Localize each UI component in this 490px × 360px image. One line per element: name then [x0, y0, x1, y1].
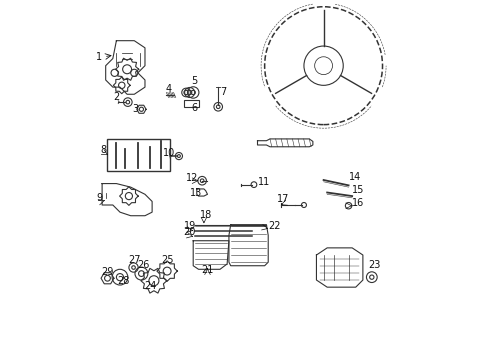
- Text: 1: 1: [96, 52, 101, 62]
- Text: 5: 5: [192, 76, 197, 86]
- Bar: [107, 139, 170, 171]
- Text: 21: 21: [201, 265, 214, 275]
- Text: 29: 29: [101, 267, 114, 277]
- Text: 7: 7: [220, 87, 226, 97]
- Bar: [184, 100, 198, 107]
- Text: 24: 24: [144, 281, 156, 291]
- Text: 15: 15: [352, 185, 365, 195]
- Text: 18: 18: [200, 210, 213, 220]
- Text: 19: 19: [184, 221, 196, 231]
- Text: 13: 13: [190, 188, 202, 198]
- Text: 6: 6: [192, 103, 197, 113]
- Text: 25: 25: [161, 255, 173, 265]
- Text: 14: 14: [348, 172, 361, 182]
- Text: 22: 22: [268, 221, 281, 231]
- Text: 28: 28: [118, 276, 130, 285]
- Text: 16: 16: [352, 198, 365, 208]
- Text: 12: 12: [186, 173, 198, 183]
- Text: 4: 4: [165, 85, 172, 94]
- Text: 8: 8: [100, 145, 106, 155]
- Text: 9: 9: [97, 193, 103, 203]
- Text: 11: 11: [258, 177, 270, 186]
- Text: 26: 26: [137, 260, 149, 270]
- Text: 20: 20: [184, 228, 196, 237]
- Text: 3: 3: [132, 104, 139, 114]
- Text: 17: 17: [277, 194, 290, 204]
- Text: 23: 23: [368, 260, 381, 270]
- Text: 10: 10: [163, 148, 175, 158]
- Text: 27: 27: [128, 255, 141, 265]
- Text: 2: 2: [113, 92, 119, 102]
